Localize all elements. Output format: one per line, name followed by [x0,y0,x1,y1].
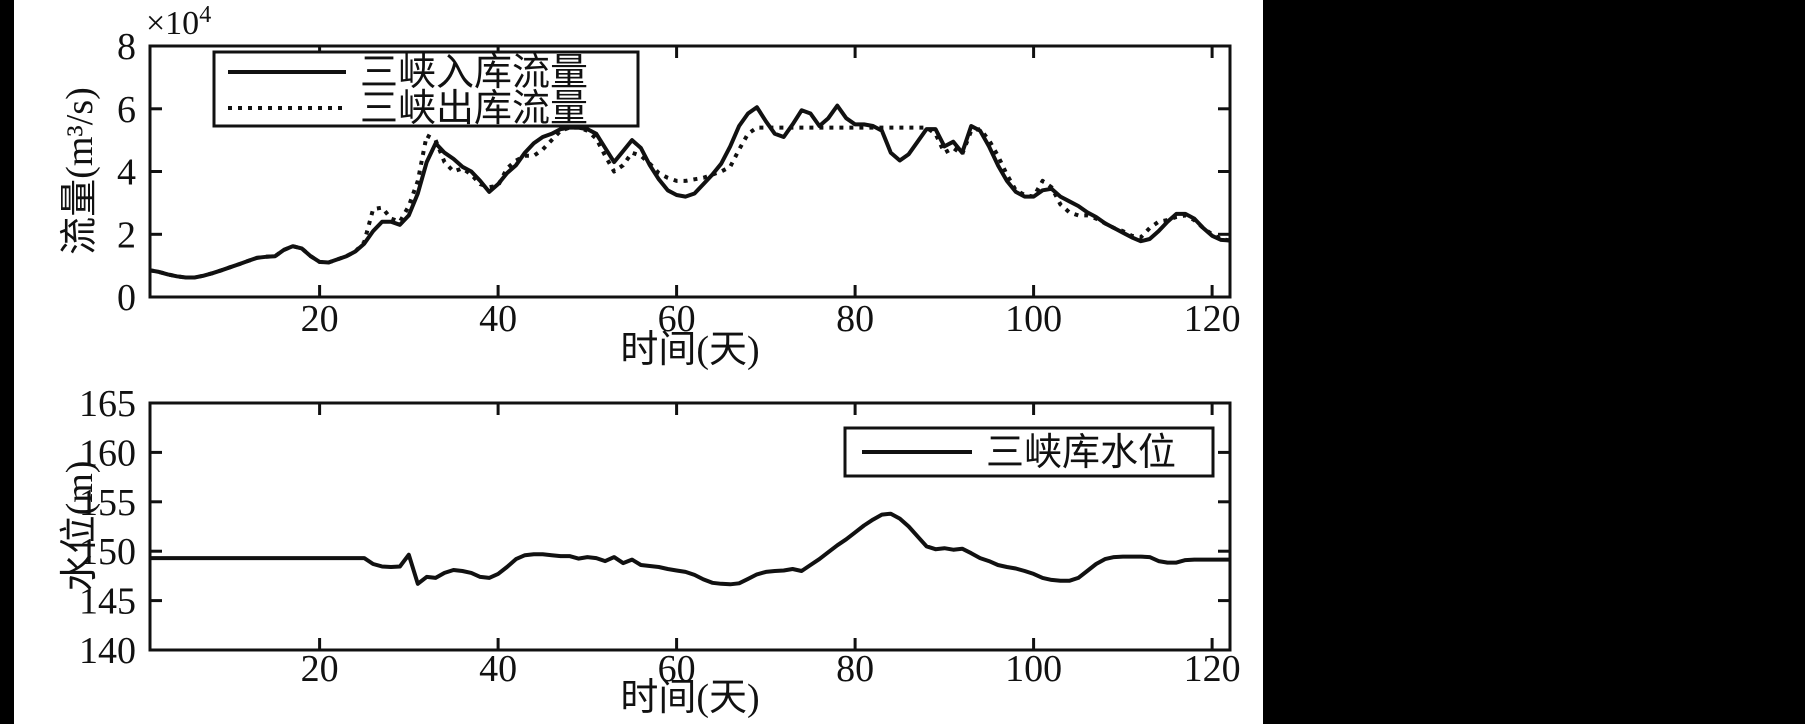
x-tick-label: 80 [836,298,874,340]
figure-panel: 20 40 60 80 100 120 0 2 4 6 8 三峡入库流量 三峡出库流量 ×104 流… [14,0,1263,724]
y-tick-label: 155 [79,482,136,524]
x-tick-label: 60 [658,648,696,690]
legend-label-inflow: 三峡入库流量 [360,52,588,94]
y-tick-label: 8 [117,26,136,68]
level-chart-legend: 三峡库水位 [843,426,1215,478]
x-tick-label: 120 [1184,648,1241,690]
y-tick-label: 2 [117,214,136,256]
flow-y-axis-label: 流量(m³/s) [59,87,101,255]
x-tick-label: 120 [1184,298,1241,340]
x-tick-label: 80 [836,648,874,690]
y-tick-label: 6 [117,89,136,131]
y-tick-label: 165 [79,383,136,425]
legend-box [212,50,640,128]
y-tick-label: 150 [79,531,136,573]
y-axis-multiplier: ×104 [146,2,211,42]
flow-chart-legend: 三峡入库流量 三峡出库流量 [212,50,640,130]
series-water-level-line [150,511,1230,587]
y-tick-label: 160 [79,432,136,474]
legend-label-outflow: 三峡出库流量 [360,88,588,130]
level-x-axis-label: 时间(天) [620,677,759,719]
x-tick-label: 40 [479,648,517,690]
plot-border [148,401,1232,652]
y-tick-label: 0 [117,277,136,319]
series-outflow-line [149,125,1231,280]
y-tick-label: 145 [79,581,136,623]
y-tick-label: 140 [79,630,136,672]
x-tick-label: 20 [301,298,339,340]
flow-chart-plot: 20 40 60 80 100 120 0 2 4 6 8 [117,26,1241,340]
legend-label-water-level: 三峡库水位 [986,432,1176,474]
level-chart-plot: 20 40 60 80 100 120 140 145 150 155 160 165 [79,383,1241,690]
y-tick-label: 4 [117,152,136,194]
x-tick-label: 60 [658,298,696,340]
x-tick-label: 20 [301,648,339,690]
figure-svg: 20 40 60 80 100 120 0 2 4 6 8 三峡入库流量 三峡出库流量 ×104 流… [14,0,1263,724]
x-tick-label: 40 [479,298,517,340]
flow-x-axis-label: 时间(天) [620,329,759,371]
x-tick-label: 100 [1005,648,1062,690]
x-tick-label: 100 [1005,298,1062,340]
level-y-axis-label: 水位(m) [59,461,101,592]
